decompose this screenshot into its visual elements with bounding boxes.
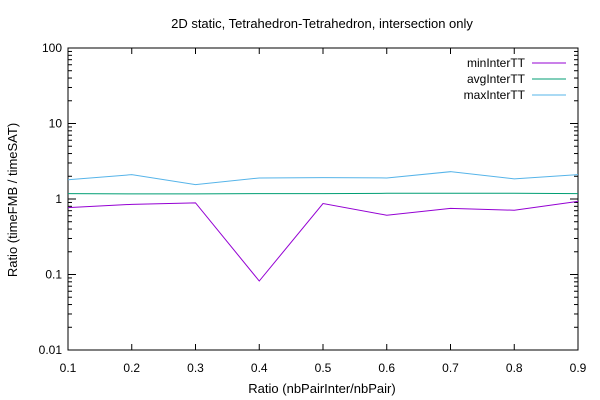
series-line-minInterTT [67, 200, 579, 282]
y-tick-label: 100 [42, 41, 62, 55]
y-tick-label: 10 [49, 117, 63, 131]
chart-title: 2D static, Tetrahedron-Tetrahedron, inte… [171, 16, 473, 31]
x-tick-label: 0.1 [60, 361, 77, 375]
series-line-maxInterTT [67, 171, 579, 186]
x-axis-label: Ratio (nbPairInter/nbPair) [248, 381, 395, 396]
x-tick-label: 0.3 [187, 361, 204, 375]
x-tick-label: 0.4 [251, 361, 268, 375]
x-tick-label: 0.2 [123, 361, 140, 375]
x-tick-label: 0.9 [570, 361, 587, 375]
x-tick-label: 0.7 [442, 361, 459, 375]
x-tick-label: 0.6 [378, 361, 395, 375]
y-tick-label: 0.1 [45, 268, 62, 282]
x-tick-label: 0.5 [315, 361, 332, 375]
y-tick-label: 1 [55, 192, 62, 206]
legend-label: minInterTT [467, 56, 526, 70]
y-tick-label: 0.01 [39, 343, 63, 357]
y-axis-label: Ratio (timeFMB / timeSAT) [5, 123, 20, 277]
legend-label: maxInterTT [464, 88, 526, 102]
x-tick-label: 0.8 [506, 361, 523, 375]
series-line-avgInterTT [67, 192, 579, 195]
legend-label: avgInterTT [467, 72, 526, 86]
plot-layer: 0.1 0.2 0.3 0.4 0.5 0.6 0.7 0.8 0.9 0.01 0.1 1 10 100… [39, 41, 587, 375]
